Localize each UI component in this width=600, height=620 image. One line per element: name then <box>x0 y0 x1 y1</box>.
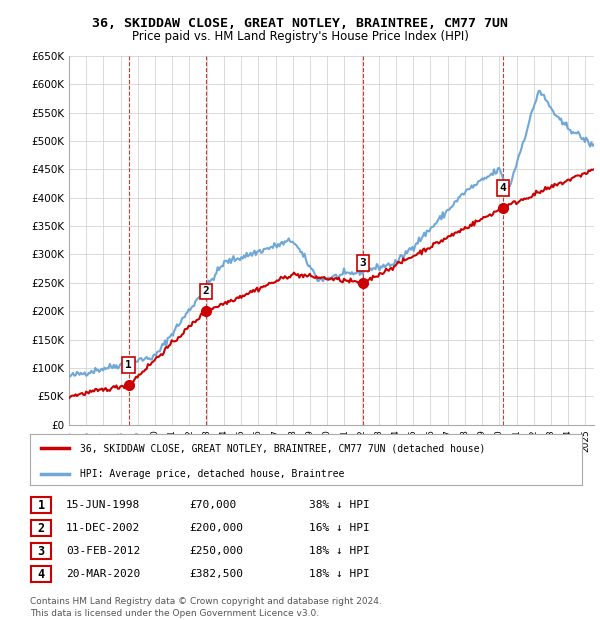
Text: HPI: Average price, detached house, Braintree: HPI: Average price, detached house, Brai… <box>80 469 344 479</box>
Text: Price paid vs. HM Land Registry's House Price Index (HPI): Price paid vs. HM Land Registry's House … <box>131 30 469 43</box>
Text: £382,500: £382,500 <box>189 569 243 579</box>
Text: Contains HM Land Registry data © Crown copyright and database right 2024.
This d: Contains HM Land Registry data © Crown c… <box>30 596 382 618</box>
Text: 1: 1 <box>38 499 44 511</box>
Text: 15-JUN-1998: 15-JUN-1998 <box>66 500 140 510</box>
Text: 3: 3 <box>38 545 44 557</box>
Text: 20-MAR-2020: 20-MAR-2020 <box>66 569 140 579</box>
Text: 16% ↓ HPI: 16% ↓ HPI <box>309 523 370 533</box>
Text: 03-FEB-2012: 03-FEB-2012 <box>66 546 140 556</box>
Text: 36, SKIDDAW CLOSE, GREAT NOTLEY, BRAINTREE, CM77 7UN (detached house): 36, SKIDDAW CLOSE, GREAT NOTLEY, BRAINTR… <box>80 443 485 453</box>
Text: 18% ↓ HPI: 18% ↓ HPI <box>309 546 370 556</box>
Text: £70,000: £70,000 <box>189 500 236 510</box>
Text: 18% ↓ HPI: 18% ↓ HPI <box>309 569 370 579</box>
Text: 4: 4 <box>500 183 506 193</box>
Text: 11-DEC-2002: 11-DEC-2002 <box>66 523 140 533</box>
Text: 4: 4 <box>38 568 44 580</box>
Text: 3: 3 <box>360 258 367 268</box>
Text: £200,000: £200,000 <box>189 523 243 533</box>
Text: £250,000: £250,000 <box>189 546 243 556</box>
Text: 2: 2 <box>202 286 209 296</box>
Text: 2: 2 <box>38 522 44 534</box>
Text: 38% ↓ HPI: 38% ↓ HPI <box>309 500 370 510</box>
Text: 1: 1 <box>125 360 132 370</box>
Text: 36, SKIDDAW CLOSE, GREAT NOTLEY, BRAINTREE, CM77 7UN: 36, SKIDDAW CLOSE, GREAT NOTLEY, BRAINTR… <box>92 17 508 30</box>
